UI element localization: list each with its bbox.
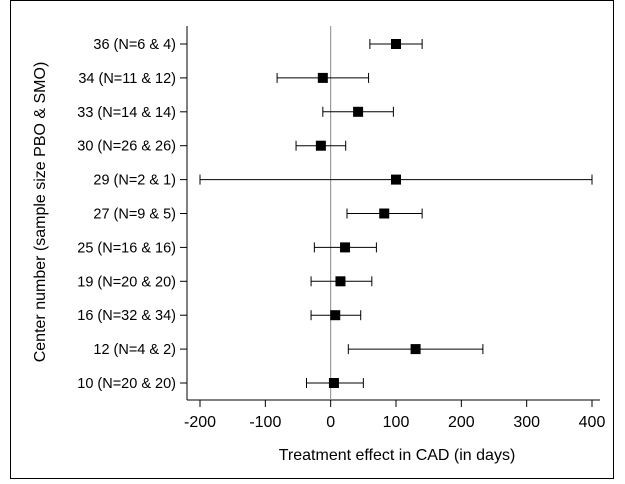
x-tick-label: 200 bbox=[448, 414, 475, 431]
point-estimate bbox=[315, 140, 326, 151]
y-tick-label: 19 (N=20 & 20) bbox=[77, 274, 176, 290]
x-tick-group: -200 -100 0 100 200 300 400 bbox=[184, 400, 605, 431]
x-tick-label: 0 bbox=[326, 414, 335, 431]
x-tick-label: -100 bbox=[249, 414, 281, 431]
y-tick-label: 16 (N=32 & 34) bbox=[77, 308, 176, 324]
y-tick-label: 12 (N=4 & 2) bbox=[93, 342, 176, 358]
point-estimate bbox=[410, 344, 421, 355]
point-estimate bbox=[317, 72, 328, 83]
x-tick-label: 100 bbox=[383, 414, 410, 431]
y-tick-label: 36 (N=6 & 4) bbox=[93, 37, 176, 53]
estimate-group bbox=[199, 39, 593, 388]
x-tick-label: 400 bbox=[579, 414, 606, 431]
point-estimate bbox=[340, 242, 351, 253]
y-tick-label: 27 (N=9 & 5) bbox=[93, 207, 176, 223]
x-axis-label: Treatment effect in CAD (in days) bbox=[279, 447, 516, 464]
y-tick-label: 33 (N=14 & 14) bbox=[77, 105, 176, 121]
point-estimate bbox=[330, 310, 341, 321]
y-tick-label: 25 (N=16 & 16) bbox=[77, 240, 176, 256]
point-estimate bbox=[391, 174, 401, 185]
x-tick-label: 300 bbox=[513, 414, 540, 431]
y-tick-group: 36 (N=6 & 4) 34 (N=11 & 12) 33 (N=14 & 14)… bbox=[77, 37, 187, 392]
point-estimate bbox=[328, 378, 339, 388]
y-axis-label: Center number (sample size PBO & SMO) bbox=[32, 62, 49, 363]
x-tick-label: -200 bbox=[184, 414, 216, 431]
y-tick-label: 29 (N=2 & 1) bbox=[93, 173, 176, 189]
point-estimate bbox=[353, 106, 364, 117]
point-estimate bbox=[379, 208, 390, 219]
y-tick-label: 34 (N=11 & 12) bbox=[78, 71, 176, 87]
point-estimate bbox=[391, 39, 401, 49]
y-tick-label: 30 (N=26 & 26) bbox=[77, 139, 176, 155]
point-estimate bbox=[335, 276, 346, 287]
y-tick-label: 10 (N=20 & 20) bbox=[77, 376, 176, 392]
